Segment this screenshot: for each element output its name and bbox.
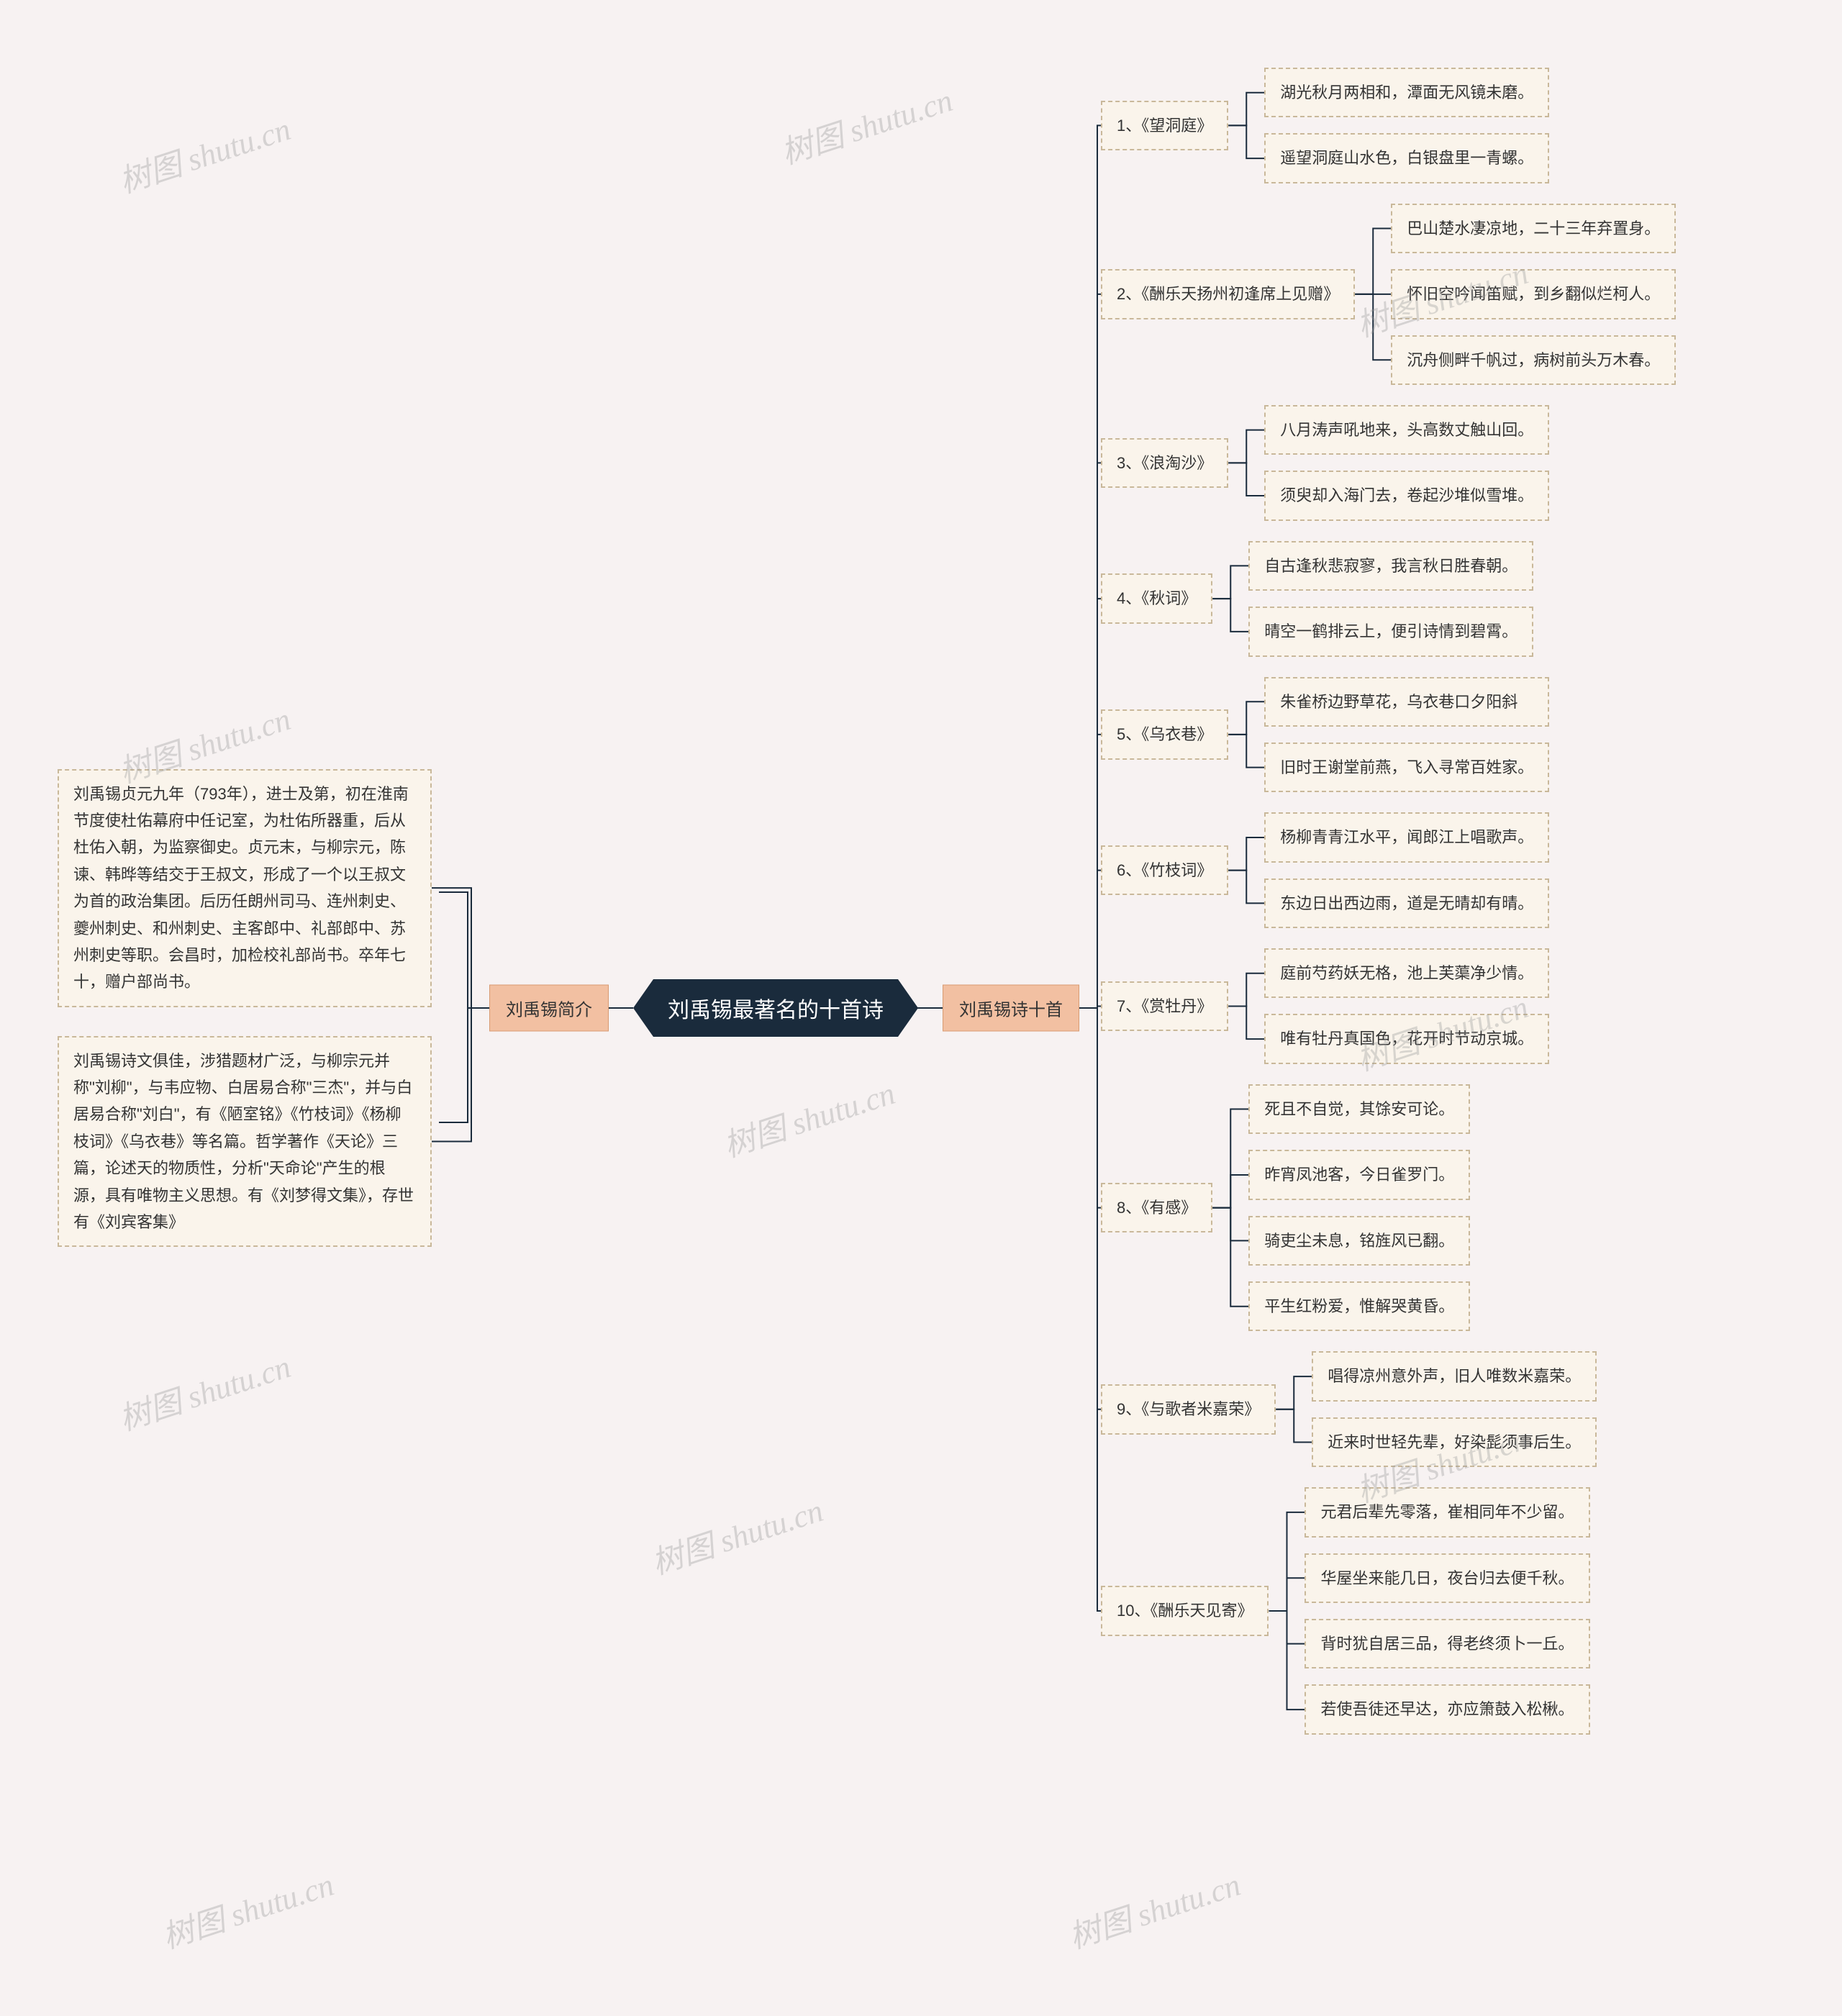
poem-line: 华屋坐来能几日，夜台归去便千秋。 [1305, 1553, 1589, 1603]
poem-row: 8、《有感》死且不自觉，其馀安可论。昨宵凤池客，今日雀罗门。骑吏尘未息，铭旌风已… [1101, 1074, 1676, 1342]
poem-line: 唱得凉州意外声，旧人唯数米嘉荣。 [1312, 1351, 1597, 1401]
poem-line: 近来时世轻先辈，好染髭须事后生。 [1312, 1417, 1597, 1467]
poem-line: 朱雀桥边野草花，乌衣巷口夕阳斜 [1264, 677, 1549, 727]
poem-line: 八月涛声吼地来，头高数丈触山回。 [1264, 405, 1549, 455]
intro-paragraph: 刘禹锡贞元九年（793年），进士及第，初在淮南节度使杜佑幕府中任记室，为杜佑所器… [58, 769, 432, 1007]
poem-line: 须臾却入海门去，卷起沙堆似雪堆。 [1264, 471, 1549, 520]
poem-line: 平生红粉爱，惟解哭黄昏。 [1248, 1281, 1470, 1331]
poem-row: 6、《竹枝词》杨柳青青江水平，闻郎江上唱歌声。东边日出西边雨，道是无晴却有晴。 [1101, 802, 1676, 938]
poem-lines-column: 死且不自觉，其馀安可论。昨宵凤池客，今日雀罗门。骑吏尘未息，铭旌风已翻。平生红粉… [1248, 1074, 1470, 1342]
poem-line: 旧时王谢堂前燕，飞入寻常百姓家。 [1264, 743, 1549, 792]
poem-row: 1、《望洞庭》湖光秋月两相和，潭面无风镜未磨。遥望洞庭山水色，白银盘里一青螺。 [1101, 58, 1676, 194]
poem-row: 9、《与歌者米嘉荣》唱得凉州意外声，旧人唯数米嘉荣。近来时世轻先辈，好染髭须事后… [1101, 1341, 1676, 1477]
poem-line: 湖光秋月两相和，潭面无风镜未磨。 [1264, 68, 1549, 117]
poem-title: 9、《与歌者米嘉荣》 [1101, 1384, 1276, 1434]
mindmap-canvas: 刘禹锡贞元九年（793年），进士及第，初在淮南节度使杜佑幕府中任记室，为杜佑所器… [0, 0, 1842, 2016]
intro-badge: 刘禹锡简介 [489, 985, 609, 1032]
poem-title: 3、《浪淘沙》 [1101, 438, 1228, 488]
poem-line: 庭前芍药妖无格，池上芙蕖净少情。 [1264, 948, 1549, 998]
poem-lines-column: 湖光秋月两相和，潭面无风镜未磨。遥望洞庭山水色，白银盘里一青螺。 [1264, 58, 1549, 194]
poem-line: 若使吾徒还早达，亦应箫鼓入松楸。 [1305, 1684, 1589, 1734]
poem-line: 晴空一鹤排云上，便引诗情到碧霄。 [1248, 607, 1533, 656]
poem-line: 东边日出西边雨，道是无晴却有晴。 [1264, 878, 1549, 928]
poem-row: 3、《浪淘沙》八月涛声吼地来，头高数丈触山回。须臾却入海门去，卷起沙堆似雪堆。 [1101, 395, 1676, 531]
poem-lines-column: 八月涛声吼地来，头高数丈触山回。须臾却入海门去，卷起沙堆似雪堆。 [1264, 395, 1549, 531]
poem-line: 杨柳青青江水平，闻郎江上唱歌声。 [1264, 812, 1549, 862]
poem-row: 4、《秋词》自古逢秋悲寂寥，我言秋日胜春朝。晴空一鹤排云上，便引诗情到碧霄。 [1101, 531, 1676, 667]
poem-line: 怀旧空吟闻笛赋，到乡翻似烂柯人。 [1391, 269, 1676, 319]
poem-title: 5、《乌衣巷》 [1101, 709, 1228, 759]
poem-row: 7、《赏牡丹》庭前芍药妖无格，池上芙蕖净少情。唯有牡丹真国色，花开时节动京城。 [1101, 938, 1676, 1074]
poem-row: 10、《酬乐天见寄》元君后辈先零落，崔相同年不少留。华屋坐来能几日，夜台归去便千… [1101, 1477, 1676, 1745]
root-node: 刘禹锡最著名的十首诗 [633, 979, 918, 1037]
poem-lines-column: 杨柳青青江水平，闻郎江上唱歌声。东边日出西边雨，道是无晴却有晴。 [1264, 802, 1549, 938]
poem-line: 昨宵凤池客，今日雀罗门。 [1248, 1150, 1470, 1199]
poem-title: 8、《有感》 [1101, 1183, 1212, 1232]
poem-lines-column: 巴山楚水凄凉地，二十三年弃置身。怀旧空吟闻笛赋，到乡翻似烂柯人。沉舟侧畔千帆过，… [1391, 194, 1676, 395]
poem-title: 2、《酬乐天扬州初逢席上见赠》 [1101, 269, 1355, 319]
poem-lines-column: 元君后辈先零落，崔相同年不少留。华屋坐来能几日，夜台归去便千秋。背时犹自居三品，… [1305, 1477, 1589, 1745]
poem-title: 1、《望洞庭》 [1101, 101, 1228, 150]
left-paragraph-column: 刘禹锡贞元九年（793年），进士及第，初在淮南节度使杜佑幕府中任记室，为杜佑所器… [58, 0, 460, 2016]
poem-line: 唯有牡丹真国色，花开时节动京城。 [1264, 1014, 1549, 1063]
poem-line: 巴山楚水凄凉地，二十三年弃置身。 [1391, 204, 1676, 253]
poem-lines-column: 自古逢秋悲寂寥，我言秋日胜春朝。晴空一鹤排云上，便引诗情到碧霄。 [1248, 531, 1533, 667]
poem-line: 沉舟侧畔千帆过，病树前头万木春。 [1391, 335, 1676, 385]
poem-line: 遥望洞庭山水色，白银盘里一青螺。 [1264, 133, 1549, 183]
poem-line: 自古逢秋悲寂寥，我言秋日胜春朝。 [1248, 541, 1533, 591]
poem-line: 背时犹自居三品，得老终须卜一丘。 [1305, 1619, 1589, 1668]
poem-title: 7、《赏牡丹》 [1101, 981, 1228, 1031]
poem-line: 元君后辈先零落，崔相同年不少留。 [1305, 1487, 1589, 1537]
poem-line: 死且不自觉，其馀安可论。 [1248, 1084, 1470, 1134]
poems-column: 1、《望洞庭》湖光秋月两相和，潭面无风镜未磨。遥望洞庭山水色，白银盘里一青螺。2… [1101, 58, 1676, 1745]
poem-title: 10、《酬乐天见寄》 [1101, 1586, 1269, 1635]
poem-lines-column: 唱得凉州意外声，旧人唯数米嘉荣。近来时世轻先辈，好染髭须事后生。 [1312, 1341, 1597, 1477]
poem-title: 4、《秋词》 [1101, 573, 1212, 623]
poem-title: 6、《竹枝词》 [1101, 845, 1228, 895]
intro-paragraph: 刘禹锡诗文俱佳，涉猎题材广泛，与柳宗元并称"刘柳"，与韦应物、白居易合称"三杰"… [58, 1036, 432, 1248]
poem-lines-column: 朱雀桥边野草花，乌衣巷口夕阳斜旧时王谢堂前燕，飞入寻常百姓家。 [1264, 667, 1549, 803]
poem-row: 5、《乌衣巷》朱雀桥边野草花，乌衣巷口夕阳斜旧时王谢堂前燕，飞入寻常百姓家。 [1101, 667, 1676, 803]
poem-row: 2、《酬乐天扬州初逢席上见赠》巴山楚水凄凉地，二十三年弃置身。怀旧空吟闻笛赋，到… [1101, 194, 1676, 395]
poem-lines-column: 庭前芍药妖无格，池上芙蕖净少情。唯有牡丹真国色，花开时节动京城。 [1264, 938, 1549, 1074]
poem-line: 骑吏尘未息，铭旌风已翻。 [1248, 1216, 1470, 1266]
poems-badge: 刘禹锡诗十首 [943, 985, 1079, 1032]
